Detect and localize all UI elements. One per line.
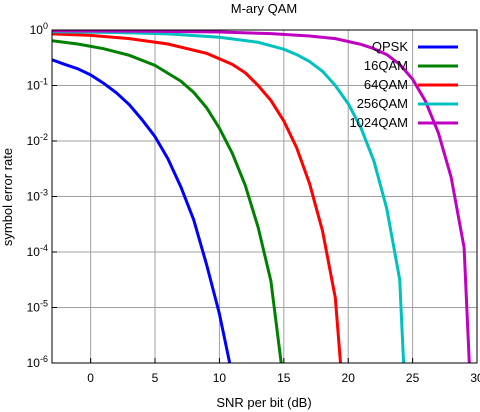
axis-ticks: 0 5 10 15 20 25 30 100 10-1 10-2 10-3 10-4 10-5 10-6 <box>27 21 480 385</box>
legend-label-64qam: 64QAM <box>364 77 408 92</box>
x-tick-label-5: 25 <box>406 371 420 385</box>
legend-label-1024qam: 1024QAM <box>349 115 408 130</box>
y-tick-label-3: 10-3 <box>27 188 48 204</box>
x-tick-label-1: 5 <box>152 371 159 385</box>
series-line-qpsk <box>52 58 232 363</box>
legend-label-qpsk: QPSK <box>372 39 408 54</box>
y-tick-label-6: 10-6 <box>27 354 48 370</box>
y-tick-label-1: 10-1 <box>27 77 48 93</box>
x-tick-label-4: 20 <box>342 371 356 385</box>
y-tick-label-2: 10-2 <box>27 132 48 148</box>
x-tick-label-3: 15 <box>277 371 291 385</box>
x-tick-label-2: 10 <box>213 371 227 385</box>
series-line-64qam <box>52 32 342 363</box>
y-tick-label-5: 10-5 <box>27 299 48 315</box>
legend-label-16qam: 16QAM <box>364 58 408 73</box>
legend: QPSK 16QAM 64QAM 256QAM 1024QAM <box>349 39 458 130</box>
legend-label-256qam: 256QAM <box>357 96 408 111</box>
series-lines <box>52 30 471 363</box>
x-tick-label-0: 0 <box>87 371 94 385</box>
series-line-16qam <box>52 39 283 363</box>
series-line-256qam <box>52 30 406 363</box>
chart-title: M-ary QAM <box>231 1 297 16</box>
y-tick-label-4: 10-4 <box>27 243 48 259</box>
x-axis-label: SNR per bit (dB) <box>216 395 311 410</box>
y-tick-label-0: 100 <box>30 21 48 37</box>
series-line-1024qam <box>52 30 471 363</box>
x-tick-label-6: 30 <box>470 371 480 385</box>
y-axis-label: symbol error rate <box>0 148 15 246</box>
